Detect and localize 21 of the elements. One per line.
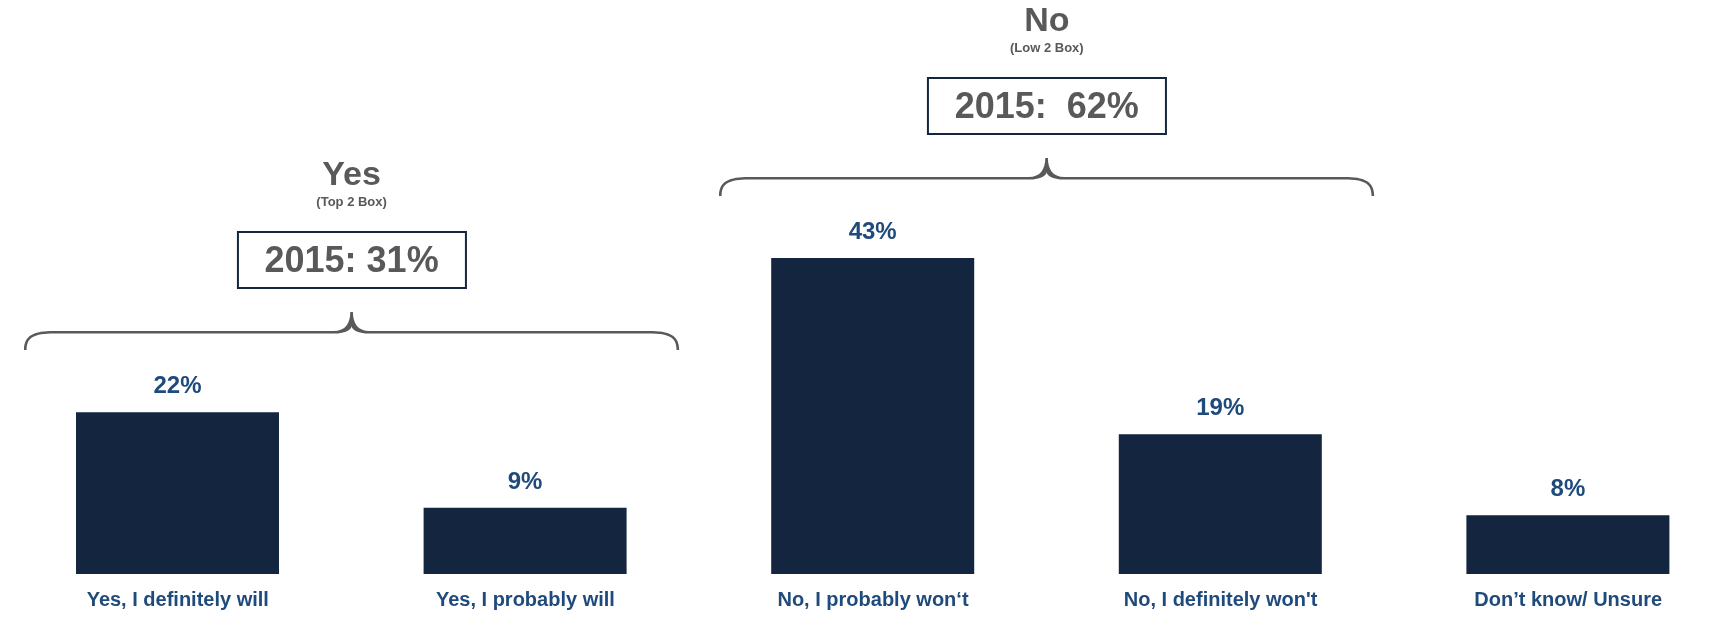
- annotation: 2015: 31%: [236, 231, 467, 290]
- bar: [76, 412, 279, 574]
- x-tick-label: No, I definitely won't: [1123, 588, 1318, 611]
- bar: [1118, 434, 1322, 574]
- bar: [423, 507, 627, 574]
- bar: [1466, 515, 1670, 574]
- data-label: 43%: [848, 217, 897, 244]
- text: No: [1024, 0, 1070, 38]
- text: Yes: [322, 154, 381, 193]
- text: (Top 2 Box): [316, 194, 387, 211]
- x-tick-label: Don’t know/ Unsure: [1474, 588, 1663, 611]
- bar: [771, 258, 975, 574]
- data-label: 22%: [153, 371, 202, 399]
- text: 2015: 62%: [926, 77, 1167, 135]
- x-tick-label: No, I probably won‘t: [777, 588, 969, 611]
- x-tick-label: Yes, I probably will: [435, 588, 615, 611]
- data-label: 9%: [507, 466, 543, 494]
- data-label: 19%: [1196, 393, 1245, 421]
- text: (Low 2 Box): [1009, 40, 1084, 56]
- data-label: 8%: [1550, 474, 1586, 502]
- x-tick-label: Yes, I definitely will: [86, 588, 269, 611]
